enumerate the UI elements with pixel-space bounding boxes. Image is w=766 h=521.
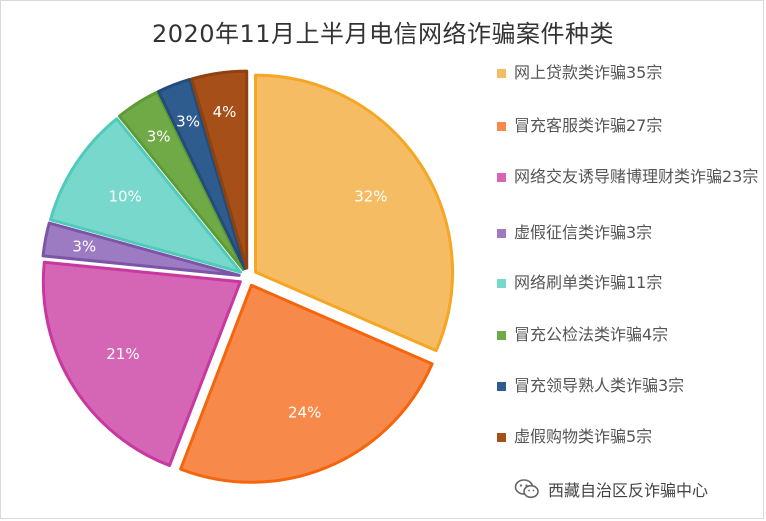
legend-label: 虚假征信类诈骗3宗 bbox=[514, 223, 653, 242]
slice-label: 3% bbox=[72, 238, 96, 256]
slice-label: 4% bbox=[213, 103, 237, 121]
legend-item: 网络交友诱导赌博理财类诈骗23宗 bbox=[497, 166, 759, 188]
pie-slice bbox=[41, 260, 242, 468]
legend-label: 冒充领导熟人类诈骗3宗 bbox=[514, 376, 685, 395]
slice-label: 10% bbox=[108, 187, 141, 205]
pie-slice bbox=[41, 221, 241, 277]
pie-slice bbox=[179, 283, 434, 484]
pie-slice bbox=[190, 69, 249, 270]
legend-label: 虚假购物类诈骗5宗 bbox=[514, 427, 653, 446]
legend-swatch bbox=[497, 331, 506, 340]
legend-swatch bbox=[497, 69, 506, 78]
slice-label: 3% bbox=[147, 127, 171, 145]
legend-item: 虚假购物类诈骗5宗 bbox=[497, 426, 759, 448]
pie-slice bbox=[49, 117, 242, 274]
legend-item: 冒充领导熟人类诈骗3宗 bbox=[497, 375, 759, 397]
legend-label: 冒充公检法类诈骗4宗 bbox=[514, 325, 669, 344]
slice-label: 3% bbox=[176, 113, 200, 131]
pie-slice bbox=[157, 77, 247, 271]
slice-label: 32% bbox=[354, 187, 387, 205]
legend-item: 虚假征信类诈骗3宗 bbox=[497, 222, 759, 244]
legend-item: 网上贷款类诈骗35宗 bbox=[497, 62, 759, 84]
watermark-text: 西藏自治区反诈骗中心 bbox=[548, 481, 709, 500]
legend-label: 网络刷单类诈骗11宗 bbox=[514, 273, 663, 292]
legend-label: 网络交友诱导赌博理财类诈骗23宗 bbox=[514, 167, 759, 186]
legend-label: 冒充客服类诈骗27宗 bbox=[514, 116, 663, 135]
pie-slice bbox=[254, 73, 455, 353]
legend-item: 冒充客服类诈骗27宗 bbox=[497, 115, 759, 137]
wechat-icon bbox=[514, 479, 539, 499]
watermark: 西藏自治区反诈骗中心 bbox=[514, 477, 708, 501]
legend-swatch bbox=[497, 229, 506, 238]
slice-label: 21% bbox=[106, 345, 139, 363]
slice-label: 24% bbox=[288, 404, 321, 422]
legend-swatch bbox=[497, 433, 506, 442]
legend-label: 网上贷款类诈骗35宗 bbox=[514, 63, 663, 82]
legend-swatch bbox=[497, 279, 506, 288]
legend-item: 网络刷单类诈骗11宗 bbox=[497, 272, 759, 294]
legend-swatch bbox=[497, 122, 506, 131]
legend-swatch bbox=[497, 382, 506, 391]
chart-title: 2020年11月上半月电信网络诈骗案件种类 bbox=[151, 20, 615, 48]
legend-item: 冒充公检法类诈骗4宗 bbox=[497, 324, 759, 346]
pie-slice bbox=[117, 90, 245, 271]
legend-swatch bbox=[497, 173, 506, 182]
